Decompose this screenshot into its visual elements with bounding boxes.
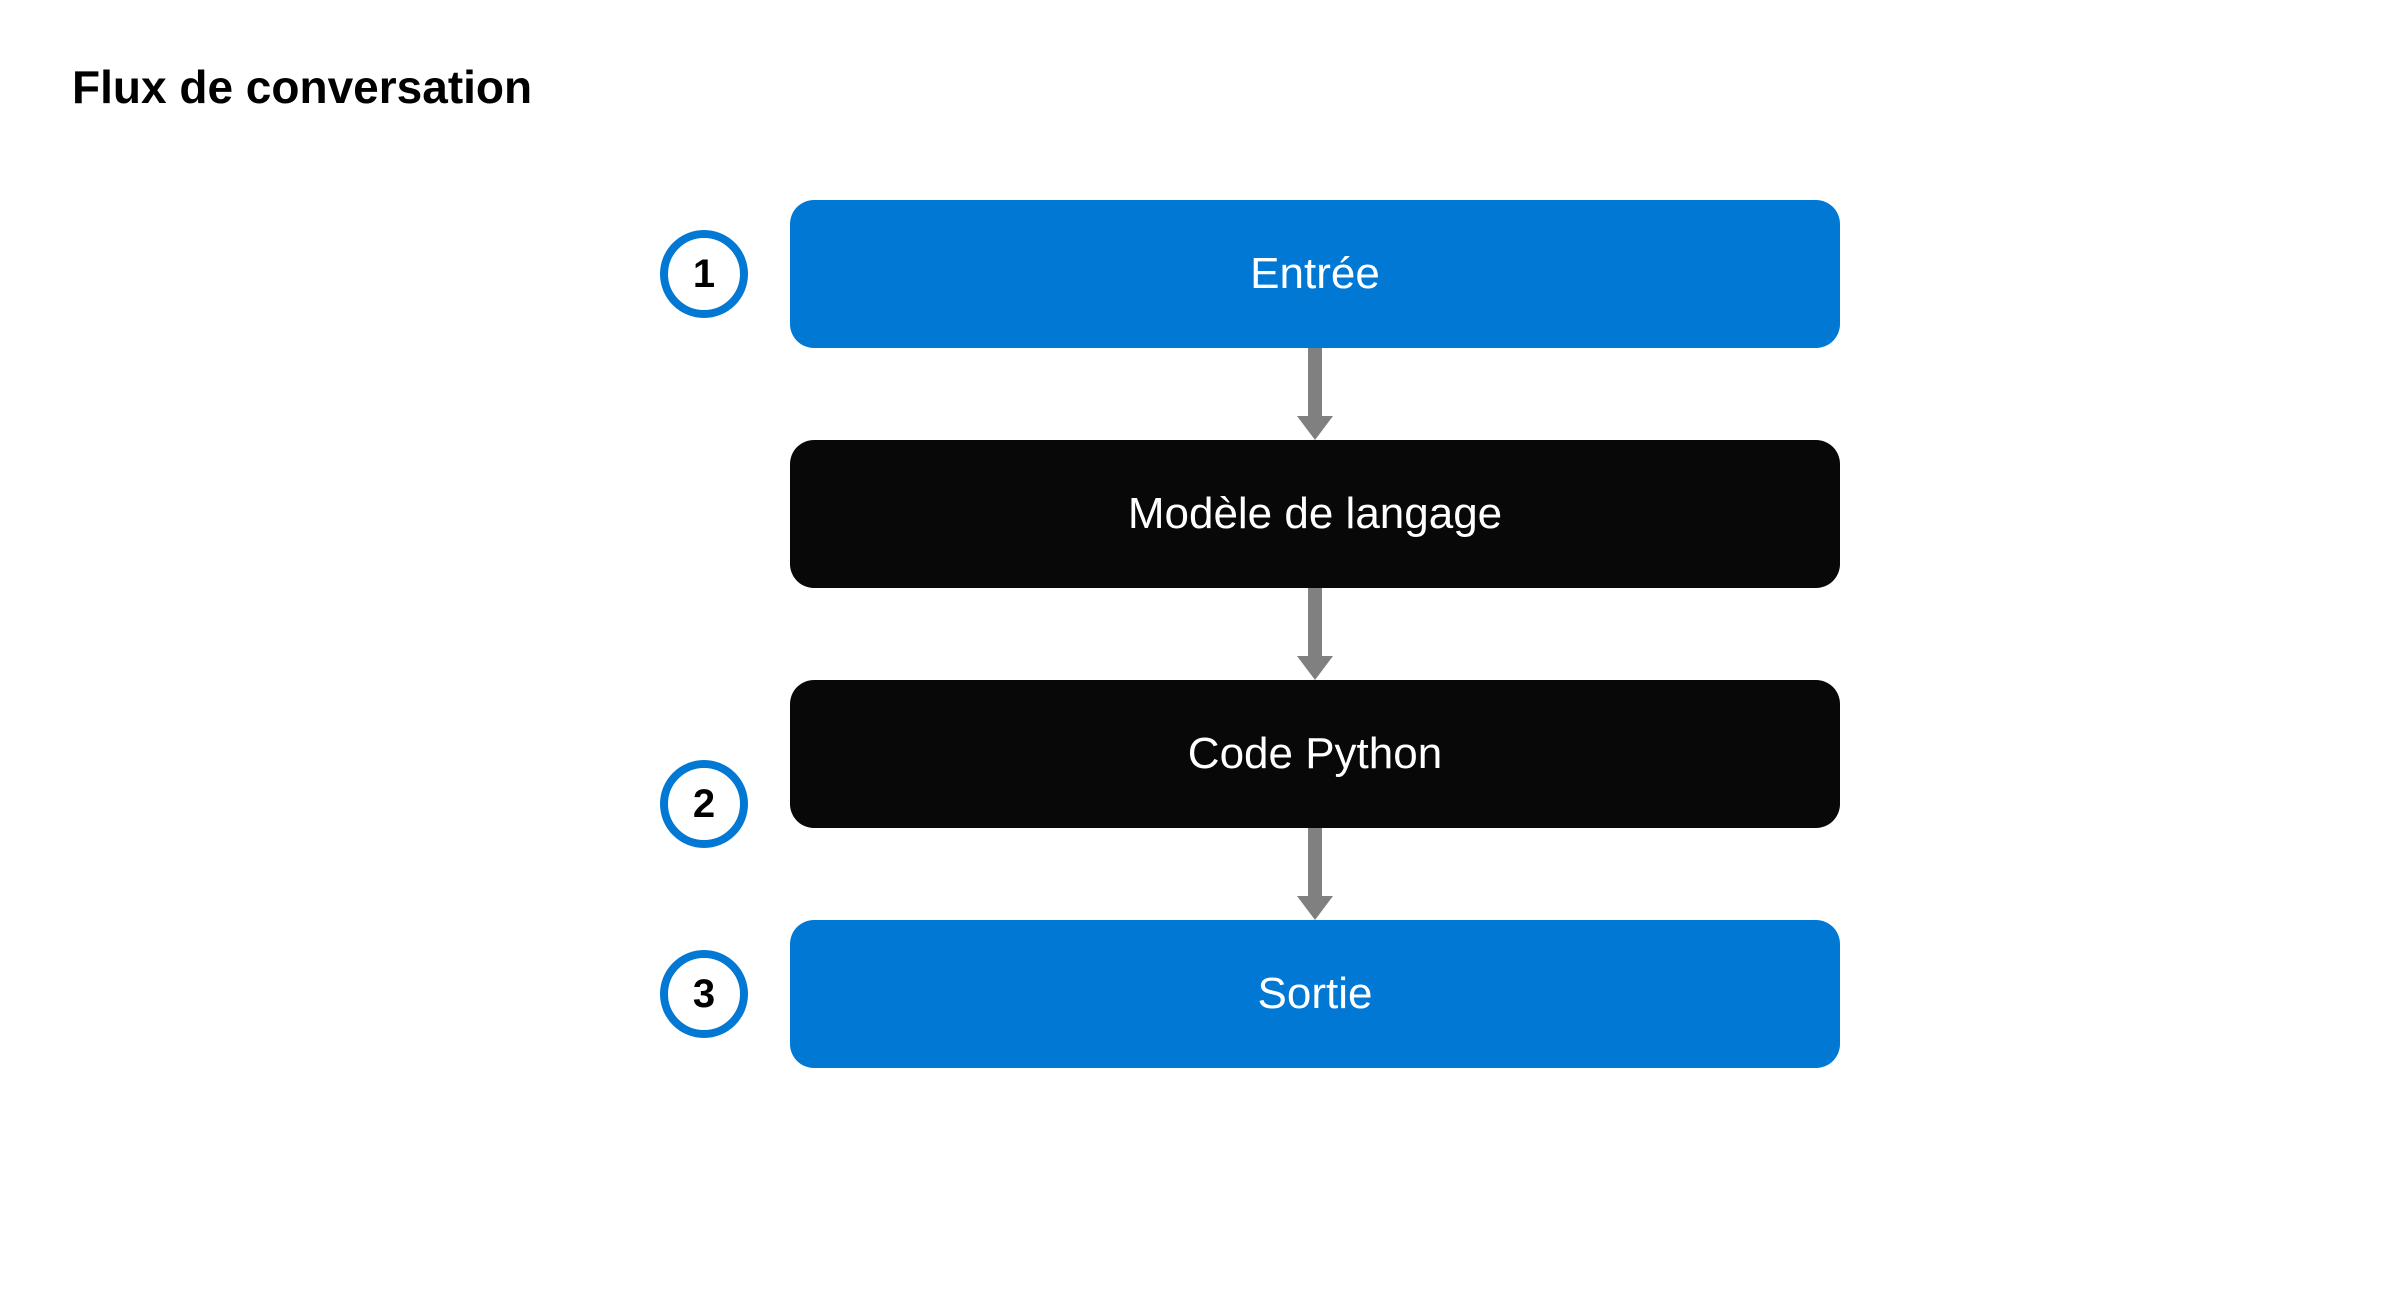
arrow-down-icon — [1295, 348, 1335, 440]
step-number-badge: 1 — [660, 230, 748, 318]
flow-node: Code Python — [790, 680, 1840, 828]
step-number-badge: 3 — [660, 950, 748, 1038]
flow-node-label: Modèle de langage — [1128, 489, 1502, 539]
flow-node: Modèle de langage — [790, 440, 1840, 588]
flow-row: 3 Sortie — [0, 920, 2394, 1068]
flow-arrow — [790, 588, 1840, 680]
flowchart-diagram: 1 Entrée Modèle de langage 2 Code Python 3 Sor… — [0, 200, 2394, 1068]
step-number-label: 3 — [693, 972, 715, 1017]
flow-node-label: Sortie — [1258, 969, 1373, 1019]
flow-arrow — [790, 348, 1840, 440]
flow-node: Sortie — [790, 920, 1840, 1068]
arrow-down-icon — [1295, 588, 1335, 680]
flow-node-label: Entrée — [1250, 249, 1380, 299]
flow-node: Entrée — [790, 200, 1840, 348]
flow-row: Modèle de langage — [0, 440, 2394, 588]
step-number-label: 1 — [693, 252, 715, 297]
step-number-label: 2 — [693, 782, 715, 827]
flow-row: 2 Code Python — [0, 680, 2394, 828]
flow-row: 1 Entrée — [0, 200, 2394, 348]
flow-node-label: Code Python — [1188, 729, 1442, 779]
arrow-down-icon — [1295, 828, 1335, 920]
flow-arrow — [790, 828, 1840, 920]
step-number-badge: 2 — [660, 760, 748, 848]
page-title: Flux de conversation — [72, 60, 532, 114]
